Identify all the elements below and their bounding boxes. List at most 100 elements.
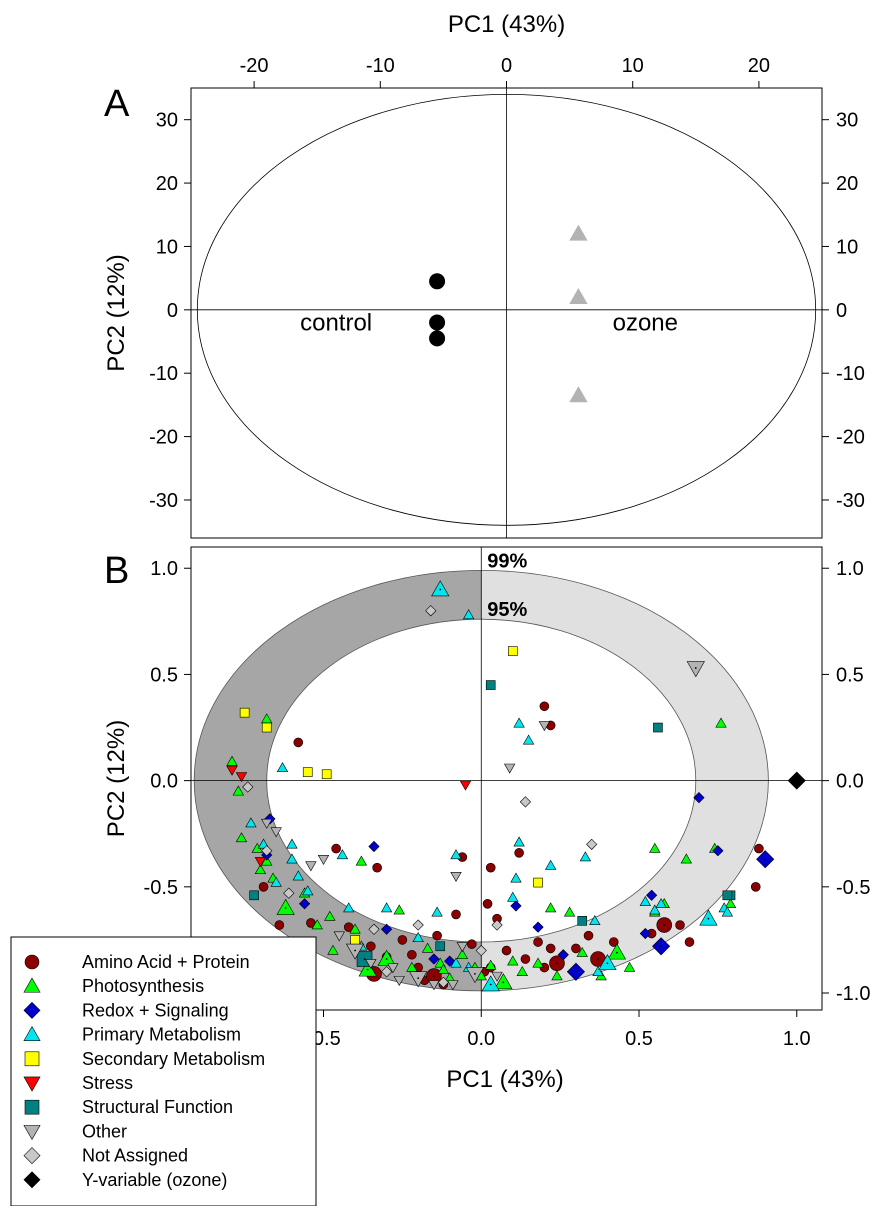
panel-b-point-Secondary Metabolism [321,769,332,780]
panel-b-series-Y-variable (ozone) [787,771,806,790]
legend-label-Secondary Metabolism: Secondary Metabolism [82,1049,265,1069]
panel-b-point-Photosynthesis [226,755,238,766]
panel-b-point-Other [503,763,516,774]
panel-b-point-Structural Function [249,890,259,901]
panel-b-point-Amino Acid + Protein [293,737,304,748]
panel-b-point-Primary Metabolism [450,957,462,968]
panel-b-point-Amino Acid + Protein [545,943,556,954]
panel-b-point-Photosynthesis [377,949,396,966]
panel-b-point-Redox + Signaling [693,792,705,804]
panel-b-point-Primary Metabolism [510,872,522,883]
panel-b-point-Redox + Signaling [510,900,522,912]
panel-b-point-Primary Metabolism [286,838,298,849]
panel-b-point-center [694,667,697,669]
panel-b-point-Primary Metabolism [598,954,617,971]
panel-b-point-Redox + Signaling [532,921,544,933]
panel-b-point-Redox + Signaling [381,923,393,935]
legend-label-Redox + Signaling: Redox + Signaling [82,1000,229,1020]
panel-b-point-Other [261,818,273,829]
panel-a-ytick-label-left: 10 [156,236,178,258]
panel-b-point-Other [456,942,469,953]
panel-a-ytick-label-left: 20 [156,173,178,195]
panel-b-point-Stress [254,857,267,868]
panel-b-point-Photosynthesis [576,946,588,957]
panel-b-point-Structural Function [577,915,588,926]
panel-b-point-Primary Metabolism [412,932,424,942]
panel-b-point-Primary Metabolism [481,975,500,992]
panel-b-xtick-label: 0.5 [625,1028,653,1050]
panel-b-point-Photosynthesis [276,898,295,915]
panel-b-point-center [489,983,492,986]
panel-b-point-Redox + Signaling [712,845,724,857]
panel-a-xtick-label: 20 [748,55,770,77]
legend-marker-Redox + Signaling [23,1001,41,1019]
panel-b-point-Stress [235,772,248,783]
panel-b-frame [190,546,823,1011]
panel-b-point-Redox + Signaling [428,953,440,965]
panel-b-point-Amino Acid + Protein [466,939,477,949]
panel-b-point-Photosynthesis [516,965,528,976]
panel-b-point-Primary Metabolism [270,876,282,887]
panel-b-point-Amino Acid + Protein [485,862,496,873]
panel-b-series-Primary Metabolism [245,580,734,992]
panel-b-point-center [502,981,505,984]
legend-label-Photosynthesis: Photosynthesis [82,976,204,996]
panel-a-ytick-label-right: -20 [836,427,865,449]
panel-a-xtick-label: -10 [366,55,395,77]
panel-b-point-center [556,962,558,965]
legend-label-Amino Acid + Protein: Amino Acid + Protein [82,952,250,972]
panel-a-xtick-label: 0 [501,55,512,77]
panel-b-point-Amino Acid + Protein [258,882,269,892]
panel-b-point-Other [270,827,282,838]
panel-b-point-Primary Metabolism [292,870,304,881]
panel-b-point-center [363,958,366,960]
panel-b-point-Photosynthesis [563,906,576,917]
legend-label-Y-variable (ozone): Y-variable (ozone) [82,1170,227,1190]
panel-b-legend: Amino Acid + Protein Photosynthesis Redox … [10,936,317,1207]
panel-b-point-Photosynthesis [532,957,544,968]
panel-b-series-Other [261,661,705,991]
panel-b-point-Amino Acid + Protein [583,930,594,941]
panel-b-ytick-label-left: 0.5 [150,664,178,686]
legend-label-Primary Metabolism: Primary Metabolism [82,1025,241,1045]
panel-b-point-Photosynthesis [393,904,405,915]
panel-a-xtick-label: 10 [622,55,644,77]
panel-a-ytick-label-left: -20 [149,427,178,449]
panel-b-point-Structural Function [722,890,733,901]
panel-b-point-Primary Metabolism [522,734,535,745]
panel-b-ytick-label-right: 1.0 [836,558,864,580]
panel-b-point-Secondary Metabolism [302,767,313,777]
panel-b-point-Not Assigned [242,781,254,793]
legend-marker-Primary Metabolism [23,1025,41,1041]
panel-a-y-axis-label: PC2 (12%) [103,254,130,371]
panel-b-point-Primary Metabolism [286,853,298,864]
panel-b-point-Not Assigned [475,944,487,957]
panel-b-point-Photosynthesis [261,855,273,866]
panel-b-point-Primary Metabolism [544,859,557,870]
panel-b-point-center [284,907,287,909]
panel-b-point-Other [450,872,462,882]
panel-b-point-Other [465,967,485,984]
panel-b-point-Primary Metabolism [579,851,592,862]
panel-b-point-Secondary Metabolism [350,935,360,945]
panel-b-point-Amino Acid + Protein [533,937,543,947]
legend-marker-Other [23,1125,41,1141]
panel-b-point-Primary Metabolism [592,965,604,976]
panel-b-point-Not Assigned [381,966,393,978]
panel-b-point-Photosynthesis [607,943,627,960]
panel-b-point-Redox + Signaling [639,927,651,940]
panel-b-point-Structural Function [653,722,663,733]
panel-b-point-Photosynthesis [232,785,245,796]
panel-b-point-Other [387,963,399,974]
panel-b-point-center [474,972,476,975]
panel-b-point-Photosynthesis [235,832,248,843]
panel-b-point-Primary Metabolism [462,609,475,620]
panel-b-point-center [385,958,388,960]
panel-b-point-Primary Metabolism [336,849,349,860]
panel-a-point-control [429,273,446,290]
panel-b-point-Amino Acid + Protein [397,935,408,945]
panel-b-point-Not Assigned [437,976,449,988]
panel-b-point-Photosynthesis [437,963,450,974]
panel-b-point-Primary Metabolism [302,885,314,896]
panel-b-point-Amino Acid + Protein [366,941,376,952]
